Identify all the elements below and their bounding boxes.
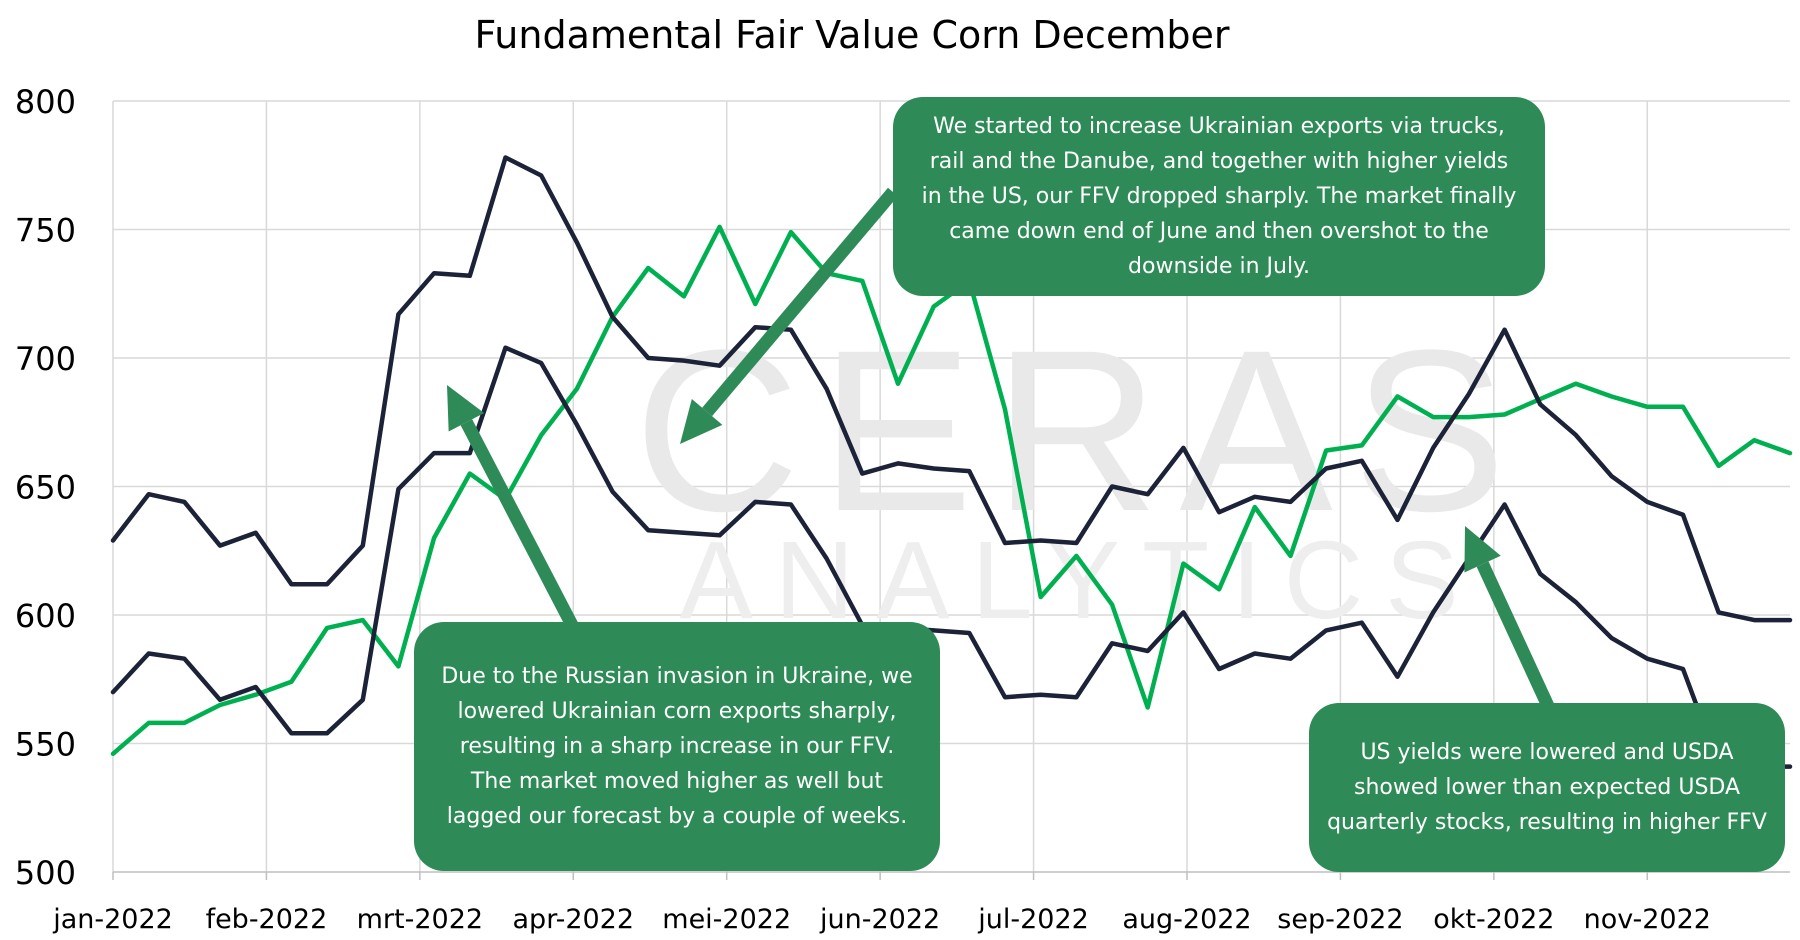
series-line-2	[110, 345, 1793, 769]
y-tick-label: 800	[15, 83, 76, 121]
y-tick-label: 500	[15, 854, 76, 892]
annotation-arrows	[447, 187, 1554, 709]
x-tick-label: mei-2022	[662, 904, 791, 935]
x-tick-label: jan-2022	[52, 904, 173, 935]
y-tick-label: 700	[15, 340, 76, 378]
x-tick-label: apr-2022	[513, 904, 635, 935]
chart-title: Fundamental Fair Value Corn December	[475, 13, 1230, 57]
arrow-ukraine-exports-head	[680, 399, 723, 444]
arrow-ukraine-exports-shaft	[702, 187, 898, 417]
series-line-1	[110, 155, 1793, 623]
arrow-us-yields-head	[1464, 526, 1501, 573]
y-tick-label: 550	[15, 726, 76, 764]
annotation-russian-invasion: Due to the Russian invasion in Ukraine, …	[414, 622, 940, 871]
annotation-ukraine-exports-text: We started to increase Ukrainian exports…	[921, 114, 1517, 279]
y-tick-label: 650	[15, 469, 76, 507]
x-tick-label: nov-2022	[1584, 904, 1711, 935]
x-tick-label: sep-2022	[1277, 904, 1403, 935]
x-tick-label: aug-2022	[1122, 904, 1251, 935]
arrow-us-yields-shaft	[1476, 561, 1554, 709]
x-tick-label: jul-2022	[977, 904, 1089, 935]
x-tick-label: feb-2022	[206, 904, 328, 935]
x-tick-label: mrt-2022	[357, 904, 483, 935]
annotation-ukraine-exports: We started to increase Ukrainian exports…	[893, 97, 1545, 296]
arrow-russian-invasion-shaft	[460, 419, 579, 631]
arrow-russian-invasion-head	[447, 385, 485, 432]
tick-labels: 500 550 600 650 700 750 800 jan-2022 feb-2022 mrt…	[15, 83, 1711, 935]
annotation-russian-invasion-text: Due to the Russian invasion in Ukraine, …	[441, 664, 913, 829]
annotation-us-yields: US yields were lowered and USDA showed l…	[1309, 703, 1785, 872]
watermark-line2: ANALYTICS	[679, 519, 1480, 642]
y-tick-label: 600	[15, 597, 76, 635]
watermark: CERAS ANALYTICS	[634, 302, 1526, 642]
x-tick-label: okt-2022	[1433, 904, 1554, 935]
annotation-us-yields-text: US yields were lowered and USDA showed l…	[1327, 740, 1767, 835]
watermark-line1: CERAS	[634, 302, 1526, 559]
x-tick-label: jun-2022	[819, 904, 940, 935]
y-tick-label: 750	[15, 212, 76, 250]
